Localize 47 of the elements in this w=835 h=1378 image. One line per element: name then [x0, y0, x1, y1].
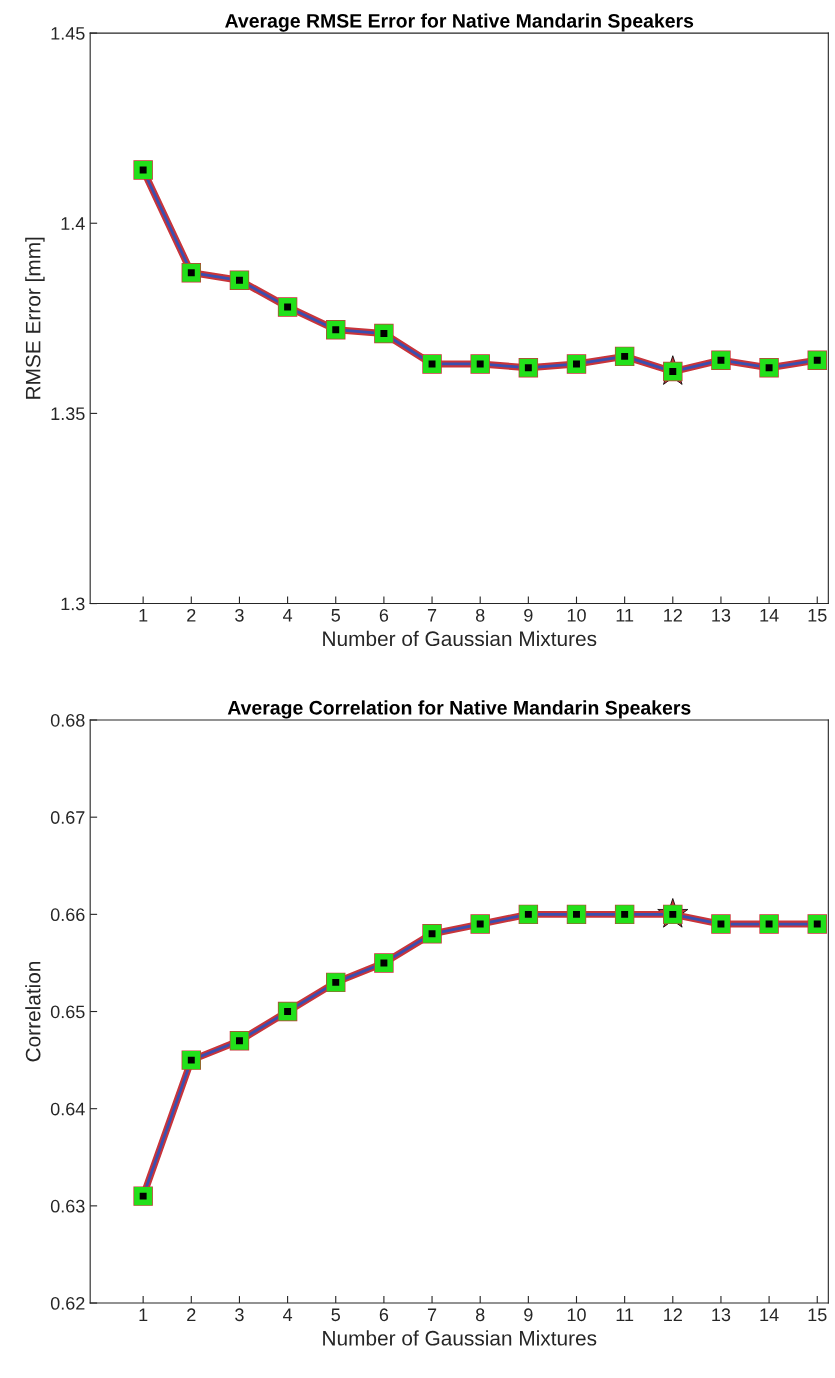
x-tick-label: 5 [331, 609, 341, 622]
x-tick-label: 14 [760, 609, 779, 622]
y-tick-label: 1.35 [51, 407, 85, 421]
x-tick-label: 3 [235, 608, 244, 622]
x-tick-label: 1 [139, 609, 148, 622]
x-tick-label: 9 [524, 1308, 533, 1322]
y-tick-label: 1.4 [61, 217, 85, 230]
y-tick-label: 1.3 [61, 597, 85, 611]
x-tick-label: 6 [379, 608, 389, 622]
x-tick-label: 7 [427, 609, 437, 622]
y-tick-label: 1.45 [51, 27, 85, 40]
x-tick-label: 9 [524, 608, 533, 622]
x-axis-title: Number of Gaussian Mixtures [323, 1330, 597, 1346]
x-tick-label: 15 [808, 1308, 827, 1322]
x-tick-label: 10 [567, 1308, 586, 1322]
chart-title: Average Correlation for Native Mandarin Speakers [227, 700, 691, 719]
x-tick-label: 13 [712, 608, 731, 622]
y-tick-label: 0.68 [50, 713, 85, 727]
x-tick-label: 15 [808, 609, 827, 622]
y-tick-label: 0.67 [50, 811, 85, 824]
x-tick-label: 2 [187, 1308, 196, 1321]
y-tick-label: 0.64 [50, 1102, 85, 1116]
x-tick-label: 4 [282, 1308, 293, 1321]
x-tick-label: 3 [235, 1308, 244, 1322]
y-axis-title: Correlation [25, 961, 41, 1062]
x-tick-label: 7 [427, 1308, 437, 1321]
x-tick-label: 6 [379, 1308, 389, 1322]
x-tick-label: 14 [760, 1308, 779, 1321]
chart-title: Average RMSE Error for Native Mandarin Speakers [225, 13, 694, 32]
y-tick-label: 0.62 [50, 1296, 85, 1310]
x-tick-label: 12 [664, 1308, 682, 1321]
x-tick-label: 13 [712, 1308, 731, 1322]
y-tick-label: 0.63 [50, 1199, 85, 1213]
x-tick-label: 8 [475, 1308, 485, 1322]
y-axis-title: RMSE Error [mm] [25, 237, 45, 399]
y-tick-label: 0.66 [50, 908, 85, 922]
x-tick-label: 1 [139, 1308, 148, 1321]
x-tick-label: 11 [616, 609, 634, 622]
x-tick-label: 12 [664, 608, 682, 622]
x-tick-label: 10 [567, 608, 586, 622]
x-tick-label: 8 [475, 608, 485, 622]
x-tick-label: 5 [331, 1308, 341, 1322]
x-tick-label: 11 [616, 1308, 634, 1321]
x-tick-label: 2 [187, 608, 196, 622]
x-tick-label: 4 [282, 609, 293, 622]
x-axis-title: Number of Gaussian Mixtures [323, 630, 597, 647]
y-tick-label: 0.65 [50, 1005, 85, 1019]
